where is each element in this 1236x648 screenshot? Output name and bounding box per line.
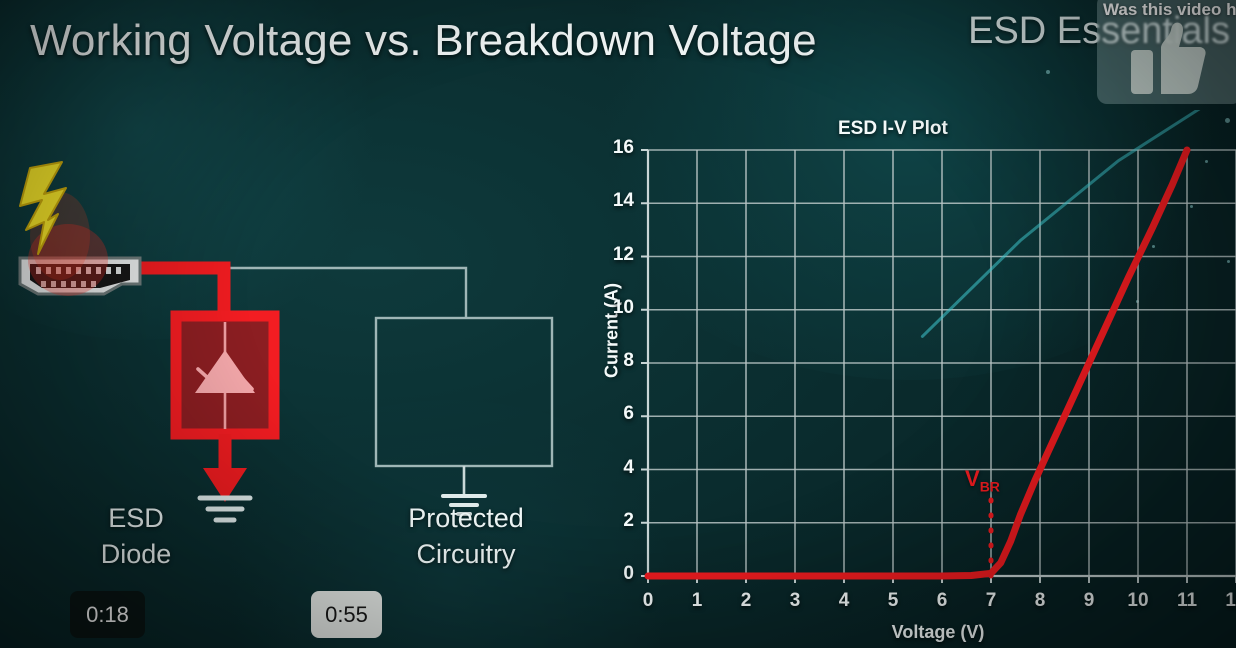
x-axis-title: Voltage (V) bbox=[848, 622, 1028, 643]
protected-label-line2: Circuitry bbox=[378, 536, 554, 572]
chart-title: ESD I-V Plot bbox=[838, 118, 1138, 140]
protected-circuitry-label: Protected Circuitry bbox=[378, 500, 554, 573]
y-tick-label: 12 bbox=[592, 244, 634, 266]
y-tick-label: 0 bbox=[592, 563, 634, 585]
y-tick-label: 6 bbox=[592, 403, 634, 425]
page-title: Working Voltage vs. Breakdown Voltage bbox=[30, 16, 817, 66]
esd-label-line2: Diode bbox=[86, 536, 186, 572]
y-tick-label: 16 bbox=[592, 137, 634, 159]
protected-label-line1: Protected bbox=[378, 500, 554, 536]
y-tick-label: 2 bbox=[592, 510, 634, 532]
surge-glow bbox=[28, 224, 108, 296]
breakdown-voltage-label: VBR bbox=[965, 466, 1000, 494]
esd-label-line1: ESD bbox=[86, 500, 186, 536]
x-tick-label: 5 bbox=[873, 590, 913, 612]
x-tick-label: 12 bbox=[1216, 590, 1236, 612]
sparkle-dot bbox=[1152, 245, 1155, 248]
y-tick-label: 8 bbox=[592, 350, 634, 372]
esd-diode-label: ESD Diode bbox=[86, 500, 186, 573]
x-tick-label: 10 bbox=[1118, 590, 1158, 612]
x-tick-label: 8 bbox=[1020, 590, 1060, 612]
tvs-diode-symbol bbox=[195, 322, 255, 429]
y-tick-label: 4 bbox=[592, 457, 634, 479]
sparkle-dot bbox=[1225, 118, 1230, 123]
timestamp-total[interactable]: 0:55 bbox=[311, 591, 382, 638]
decorative-trace bbox=[920, 105, 1204, 338]
x-tick-label: 1 bbox=[677, 590, 717, 612]
x-tick-label: 9 bbox=[1069, 590, 1109, 612]
sparkle-dot bbox=[1205, 160, 1208, 163]
vbr-symbol: V bbox=[965, 466, 980, 491]
timestamp-current[interactable]: 0:18 bbox=[70, 591, 145, 638]
ground-symbol bbox=[197, 495, 253, 523]
current-direction-arrow bbox=[203, 468, 247, 502]
sparkle-dot bbox=[1190, 205, 1193, 208]
iv-plot: ESD I-V Plot Current (A) Voltage (V) 024… bbox=[578, 105, 1236, 648]
thumbs-up-icon[interactable] bbox=[1131, 20, 1211, 98]
video-survey-overlay[interactable]: Was this video helpful? bbox=[1097, 0, 1236, 104]
y-tick-label: 14 bbox=[592, 190, 634, 212]
x-tick-label: 7 bbox=[971, 590, 1011, 612]
y-tick-label: 10 bbox=[592, 297, 634, 319]
surge-current-wire bbox=[128, 261, 231, 316]
plot-area bbox=[641, 105, 1236, 583]
x-tick-label: 2 bbox=[726, 590, 766, 612]
iv-curve bbox=[644, 146, 1191, 580]
x-tick-label: 4 bbox=[824, 590, 864, 612]
vbr-subscript: BR bbox=[980, 479, 1000, 495]
sparkle-dot bbox=[1227, 260, 1230, 263]
signal-wire bbox=[222, 266, 468, 318]
x-tick-label: 0 bbox=[628, 590, 668, 612]
survey-prompt: Was this video helpful? bbox=[1103, 0, 1236, 20]
ground-symbol bbox=[441, 494, 487, 516]
lightning-bolt-icon bbox=[19, 161, 67, 255]
circuit-diagram: ESD Diode Protected Circuitry bbox=[0, 150, 600, 570]
sparkle-dot bbox=[1046, 70, 1050, 74]
hdmi-connector-icon bbox=[18, 256, 142, 296]
x-tick-label: 11 bbox=[1167, 590, 1207, 612]
x-tick-label: 6 bbox=[922, 590, 962, 612]
x-tick-label: 3 bbox=[775, 590, 815, 612]
